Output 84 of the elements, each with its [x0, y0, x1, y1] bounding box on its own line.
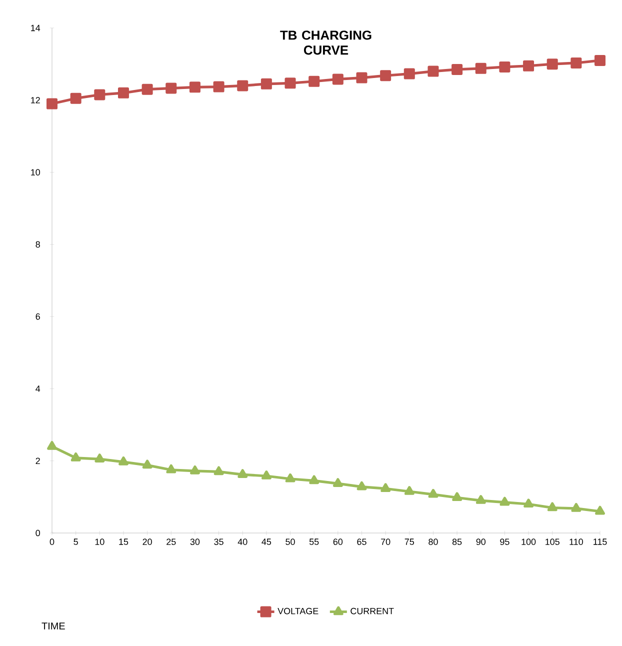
- x-tick-label: 60: [333, 538, 343, 545]
- point: [118, 456, 128, 466]
- point: [452, 492, 462, 502]
- point: [309, 475, 320, 484]
- point: [524, 498, 534, 508]
- x-tick-label: 35: [214, 538, 224, 545]
- point: [46, 98, 58, 110]
- point: [142, 460, 152, 469]
- x-tick-label: 55: [309, 538, 319, 545]
- x-tick-label: 10: [95, 538, 104, 545]
- point: [262, 470, 272, 480]
- y-tick-label: 10: [31, 169, 40, 176]
- x-tick-label: 115: [594, 538, 607, 545]
- x-tick-label: 25: [166, 538, 176, 545]
- legend-label: CURRENT: [350, 608, 394, 614]
- x-tick-label: 0: [50, 538, 54, 545]
- x-tick-label: 80: [428, 538, 438, 545]
- text: TB CHARGING CURVE: [280, 30, 372, 55]
- point: [428, 488, 438, 498]
- y-tick-label: 4: [36, 386, 40, 392]
- point: [404, 68, 415, 80]
- y-tick-label: 12: [31, 97, 40, 104]
- x-tick-label: 70: [381, 538, 390, 545]
- point: [570, 57, 582, 68]
- point: [94, 89, 106, 100]
- x-tick-label: 50: [286, 538, 295, 545]
- x-tick-label: 105: [546, 538, 560, 545]
- x-tick-label: 85: [452, 538, 462, 545]
- x-tick-label: 5: [74, 538, 78, 545]
- point: [380, 483, 391, 492]
- point: [595, 506, 605, 515]
- y-tick-label: 6: [36, 313, 40, 320]
- y-tick-label: 0: [36, 530, 40, 536]
- point: [284, 78, 296, 89]
- point: [47, 440, 57, 450]
- x-tick-label: 30: [190, 538, 200, 545]
- point: [332, 478, 343, 487]
- legend-label: VOLTAGE: [278, 608, 318, 614]
- y-tick-label: 8: [36, 241, 40, 248]
- point: [118, 87, 129, 98]
- point: [94, 454, 105, 462]
- point: [332, 74, 344, 85]
- x-tick-label: 20: [142, 538, 152, 545]
- text: TIME: [42, 622, 65, 630]
- point: [594, 54, 606, 66]
- point: [452, 64, 463, 75]
- point: [190, 465, 200, 474]
- point: [189, 82, 200, 93]
- point: [404, 486, 414, 495]
- point: [476, 495, 486, 504]
- point: [428, 66, 439, 77]
- x-tick-label: 40: [238, 538, 248, 545]
- x-tick-label: 90: [476, 538, 486, 545]
- point: [546, 58, 558, 70]
- point: [260, 78, 272, 90]
- point: [380, 70, 392, 82]
- point: [70, 92, 82, 104]
- point: [70, 452, 81, 462]
- x-tick-label: 45: [262, 538, 272, 545]
- y-tick-label: 2: [36, 458, 40, 464]
- point: [356, 481, 367, 490]
- point: [166, 82, 177, 94]
- point: [523, 60, 534, 72]
- x-tick-label: 65: [357, 538, 366, 545]
- point: [475, 62, 486, 74]
- point: [285, 473, 296, 482]
- point: [213, 81, 224, 92]
- point: [547, 502, 558, 512]
- y-tick-label: 14: [31, 24, 40, 32]
- x-tick-label: 75: [404, 538, 414, 545]
- point: [356, 72, 368, 84]
- x-tick-label: 110: [570, 538, 583, 545]
- point: [500, 496, 510, 506]
- x-tick-label: 15: [119, 538, 128, 545]
- x-tick-label: 95: [500, 538, 510, 545]
- point: [237, 80, 248, 92]
- point: [142, 84, 153, 95]
- x-tick-label: 100: [522, 538, 536, 545]
- point: [571, 502, 582, 512]
- point: [214, 466, 224, 476]
- point: [308, 76, 320, 87]
- point: [166, 464, 176, 474]
- point: [499, 61, 510, 72]
- point: [238, 469, 248, 478]
